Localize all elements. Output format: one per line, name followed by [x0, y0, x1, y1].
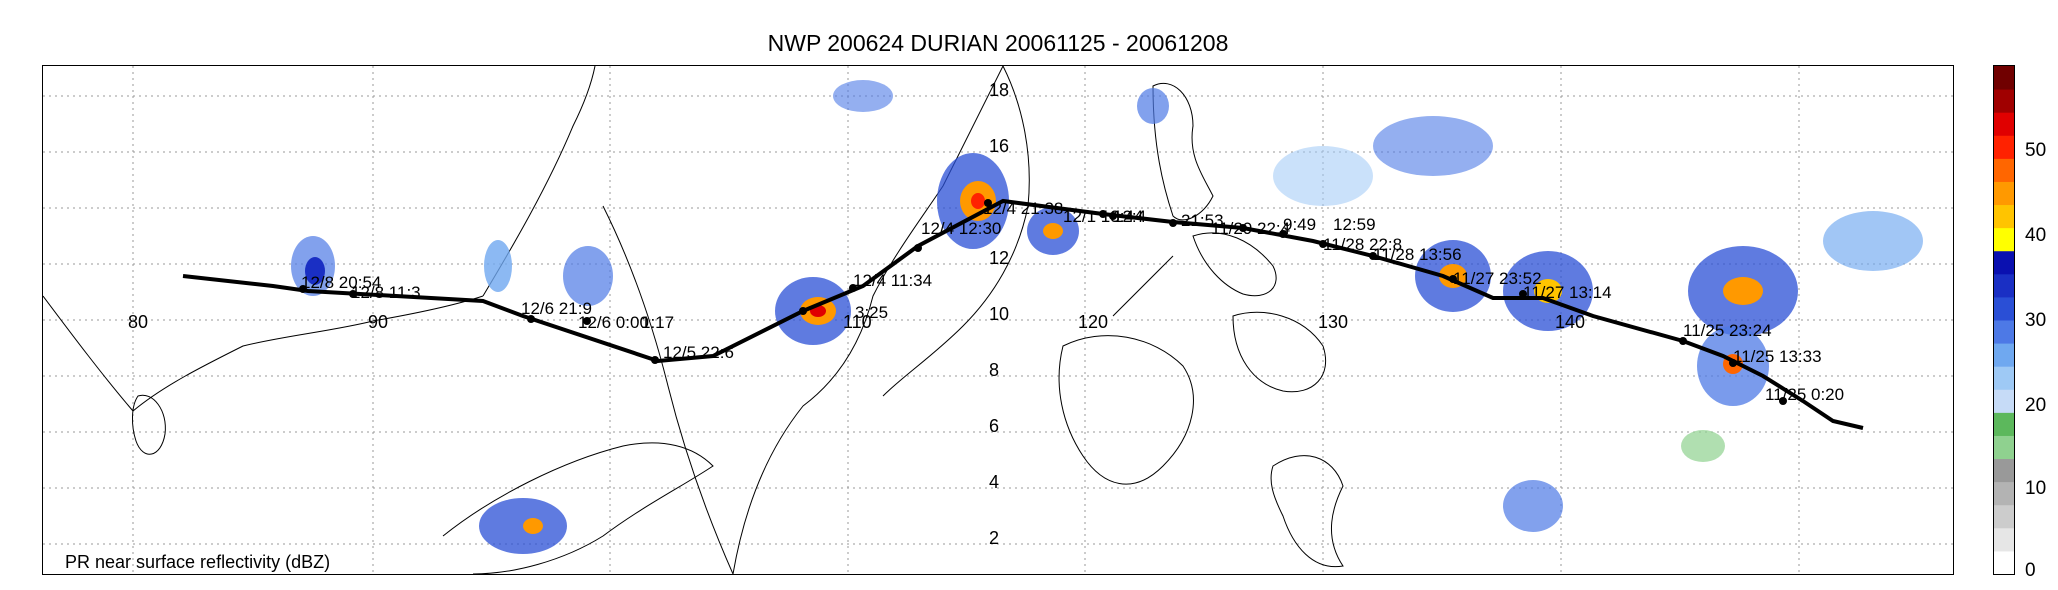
colorbar-swatch — [1994, 89, 2014, 113]
reflectivity-patches — [291, 80, 1923, 554]
colorbar-swatch — [1994, 296, 2014, 321]
track-label: 12/6 21:9 — [521, 299, 592, 318]
lat-label-4: 4 — [989, 472, 999, 492]
colorbar-swatch — [1994, 250, 2014, 275]
colorbar-swatch — [1994, 458, 2014, 483]
track-label: 12/8 20:54 — [301, 273, 381, 292]
colorbar-label-0: 0 — [2025, 560, 2036, 581]
colorbar-swatch — [1994, 366, 2014, 390]
lat-label-8: 8 — [989, 360, 999, 380]
track-label: 11/25 23:24 — [1683, 321, 1772, 340]
colorbar-swatch — [1994, 550, 2014, 574]
track-label: 12/4 21:38 — [983, 199, 1063, 218]
track-label: 12/4 11:34 — [853, 271, 932, 290]
lat-label-16: 16 — [989, 136, 1009, 156]
colorbar-label-20: 20 — [2025, 395, 2047, 416]
track-label: 21:53 — [1181, 211, 1224, 230]
sumatra — [442, 442, 714, 574]
track-label: 11/27 13:14 — [1523, 283, 1612, 302]
track-points — [299, 199, 1787, 405]
track-label: 12/4 12:30 — [921, 219, 1001, 238]
colorbar-swatch — [1994, 204, 2014, 229]
track-label: 11/28 22:8 — [1323, 235, 1402, 254]
lon-label-130: 130 — [1318, 312, 1348, 332]
colorbar — [1993, 65, 2015, 575]
colorbar-swatch — [1994, 481, 2014, 506]
colorbar-label-40: 40 — [2025, 225, 2047, 246]
colorbar-swatch — [1994, 181, 2014, 206]
philippines-visayas — [1192, 232, 1277, 297]
colorbar-label-50: 50 — [2025, 140, 2047, 161]
lat-label-6: 6 — [989, 416, 999, 436]
palawan — [1112, 255, 1174, 317]
colorbar-swatch — [1994, 66, 2014, 90]
map-caption: PR near surface reflectivity (dBZ) — [65, 552, 331, 572]
map-panel: 80 90 110 120 130 140 18 16 12 10 8 6 4 … — [42, 65, 1954, 575]
lat-label-10: 10 — [989, 304, 1009, 324]
colorbar-swatch — [1994, 527, 2014, 552]
track-label: 11/28 13:56 — [1373, 245, 1462, 264]
track-label: 1:17 — [641, 313, 674, 332]
track-label: 12/1 13:44 — [1063, 207, 1143, 226]
colorbar-swatch — [1994, 343, 2014, 367]
philippines-luzon — [1152, 83, 1214, 221]
track-label: 12:4 — [1113, 207, 1146, 226]
track-label: 11/29 22:4 — [1211, 219, 1290, 238]
india-coast — [43, 295, 484, 412]
colorbar-swatch — [1994, 227, 2014, 252]
malay-peninsula — [602, 205, 734, 574]
mindanao — [1232, 311, 1327, 393]
lat-label-18: 18 — [989, 80, 1009, 100]
track-label: 11/25 13:33 — [1733, 347, 1822, 366]
storm-track — [182, 198, 1864, 430]
lon-label-90: 90 — [368, 312, 388, 332]
track-label: 12/6 0:00 — [578, 313, 649, 332]
map-title: NWP 200624 DURIAN 20061125 - 20061208 — [767, 30, 1229, 56]
vietnam-coast — [882, 66, 1030, 397]
track-label: 9:49 — [1283, 215, 1316, 234]
borneo — [1058, 335, 1194, 485]
track-label: 12:59 — [1333, 215, 1376, 234]
colorbar-swatch — [1994, 158, 2014, 182]
colorbar-swatch — [1994, 320, 2014, 344]
indochina-coast — [732, 66, 1004, 574]
colorbar-swatch — [1994, 504, 2014, 529]
colorbar-label-30: 30 — [2025, 310, 2047, 331]
colorbar-swatch — [1994, 389, 2014, 413]
sulawesi — [1270, 455, 1344, 568]
lon-label-120: 120 — [1078, 312, 1108, 332]
graticule — [43, 66, 1953, 574]
lon-label-140: 140 — [1555, 312, 1585, 332]
colorbar-label-10: 10 — [2025, 478, 2047, 499]
track-label: 12/5 22:6 — [663, 343, 734, 362]
map-canvas: 80 90 110 120 130 140 18 16 12 10 8 6 4 … — [43, 66, 1953, 574]
colorbar-swatch — [1994, 135, 2014, 159]
colorbar-swatches — [1994, 66, 2014, 574]
track-label: 3:25 — [855, 303, 888, 322]
colorbar-swatch — [1994, 273, 2014, 298]
lon-label-80: 80 — [128, 312, 148, 332]
colorbar-swatch — [1994, 435, 2014, 460]
lat-label-2: 2 — [989, 528, 999, 548]
track-label: 12/8 11:3 — [351, 283, 421, 302]
track-label: 11/27 23:52 — [1453, 269, 1542, 288]
colorbar-swatch — [1994, 112, 2014, 136]
sri-lanka — [132, 394, 166, 455]
lon-label-110: 110 — [843, 312, 872, 332]
track-label: 11/25 0:20 — [1765, 385, 1844, 404]
colorbar-swatch — [1994, 412, 2014, 436]
lat-label-12: 12 — [989, 248, 1009, 268]
